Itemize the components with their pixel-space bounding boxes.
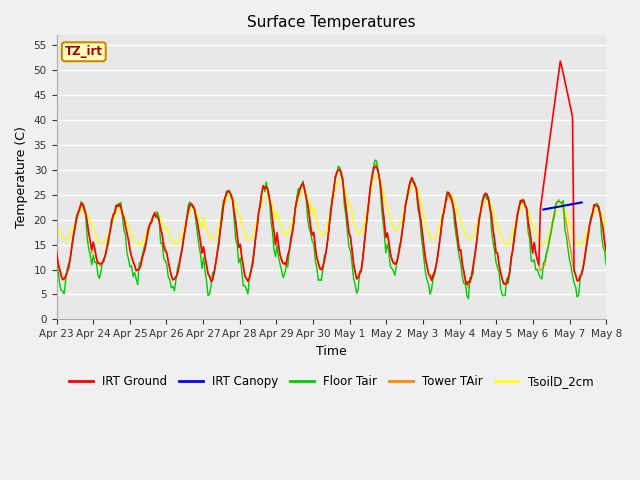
- Legend: IRT Ground, IRT Canopy, Floor Tair, Tower TAir, TsoilD_2cm: IRT Ground, IRT Canopy, Floor Tair, Towe…: [65, 371, 598, 393]
- Text: TZ_irt: TZ_irt: [65, 45, 103, 58]
- Y-axis label: Temperature (C): Temperature (C): [15, 126, 28, 228]
- Title: Surface Temperatures: Surface Temperatures: [247, 15, 416, 30]
- X-axis label: Time: Time: [316, 345, 347, 358]
